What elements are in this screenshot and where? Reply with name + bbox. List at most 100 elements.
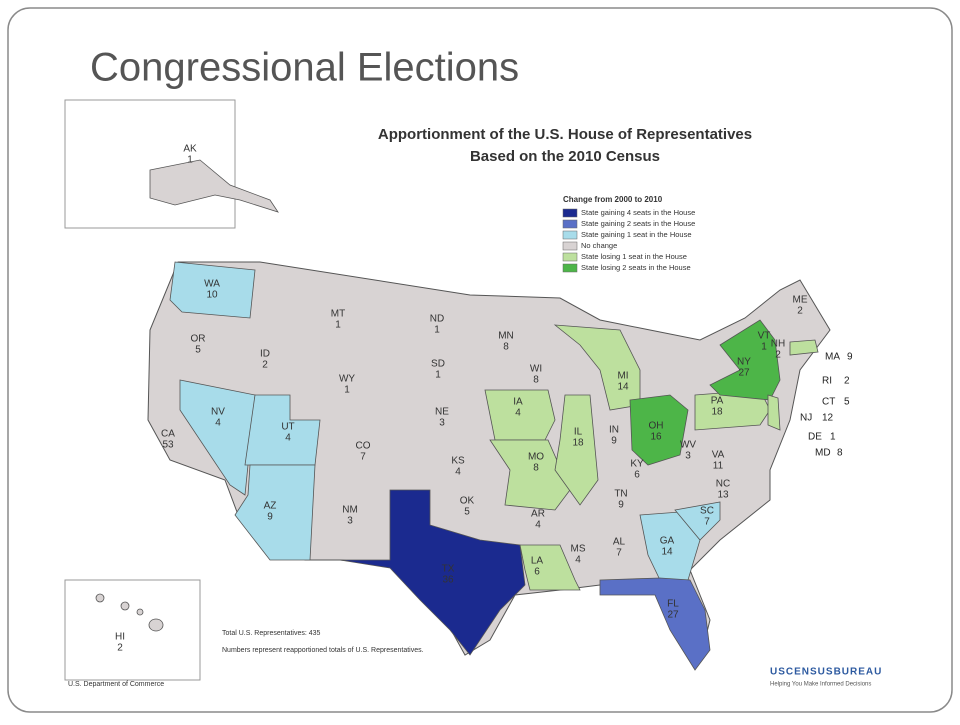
state-seats: 4 <box>575 555 581 566</box>
state-abbr: NM <box>342 505 358 516</box>
state-seats: 9 <box>267 512 273 523</box>
state-abbr: IA <box>513 397 523 408</box>
state-abbr: MS <box>571 544 586 555</box>
legend-title: Change from 2000 to 2010 <box>563 195 663 204</box>
state-seats: 14 <box>617 382 629 393</box>
state-seats: 1 <box>830 432 836 443</box>
state-seats: 2 <box>117 643 123 654</box>
state-shape <box>767 394 781 431</box>
state-abbr: MA <box>825 352 840 363</box>
state-abbr: VA <box>712 450 725 461</box>
state-seats: 3 <box>685 451 691 462</box>
slide-title: Congressional Elections <box>90 46 519 90</box>
state-abbr: MI <box>617 371 628 382</box>
state-seats: 5 <box>195 345 201 356</box>
department: U.S. Department of Commerce <box>68 681 164 688</box>
state-abbr: TX <box>442 564 455 575</box>
state-shape <box>519 544 581 591</box>
state-abbr: AK <box>183 144 197 155</box>
state-seats: 14 <box>661 547 673 558</box>
state-abbr: MD <box>815 448 831 459</box>
state-seats: 12 <box>822 413 834 424</box>
hawaii-shape <box>95 593 164 632</box>
state-abbr: HI <box>115 632 125 643</box>
state-seats: 1 <box>761 342 767 353</box>
state-seats: 11 <box>713 461 724 472</box>
state-seats: 9 <box>611 436 617 447</box>
state-seats: 4 <box>285 433 291 444</box>
map-subtitle: Based on the 2010 Census <box>470 148 660 165</box>
state-seats: 16 <box>650 432 662 443</box>
state-abbr: KS <box>451 456 465 467</box>
state-abbr: NC <box>716 479 730 490</box>
state-shape <box>554 394 599 506</box>
state-shape <box>629 394 689 466</box>
state-abbr: FL <box>667 599 679 610</box>
state-shape <box>244 394 321 466</box>
state-seats: 5 <box>464 507 470 518</box>
state-shape <box>169 261 256 319</box>
state-seats: 3 <box>347 516 353 527</box>
state-abbr: NJ <box>800 413 812 424</box>
state-seats: 10 <box>206 290 218 301</box>
state-abbr: MT <box>331 309 345 320</box>
state-seats: 2 <box>844 376 850 387</box>
state-abbr: IL <box>574 427 583 438</box>
state-abbr: CT <box>822 397 835 408</box>
state-seats: 4 <box>515 408 521 419</box>
alaska-inset <box>64 99 236 229</box>
state-seats: 1 <box>335 320 341 331</box>
state-seats: 6 <box>534 567 540 578</box>
state-abbr: CO <box>356 441 371 452</box>
hawaii-inset <box>64 579 201 681</box>
state-abbr: WV <box>680 440 696 451</box>
state-shape <box>789 339 819 356</box>
state-seats: 4 <box>215 418 221 429</box>
state-shape <box>339 489 526 656</box>
state-seats: 7 <box>616 548 622 559</box>
state-seats: 1 <box>435 370 441 381</box>
state-shape <box>179 379 256 496</box>
state-abbr: VT <box>758 331 771 342</box>
legend-label: State losing 1 seat in the House <box>581 252 687 261</box>
state-abbr: ND <box>430 314 444 325</box>
state-abbr: NE <box>435 407 449 418</box>
state-seats: 4 <box>455 467 461 478</box>
state-seats: 7 <box>360 452 366 463</box>
state-shape <box>484 389 556 441</box>
state-seats: 1 <box>434 325 440 336</box>
state-abbr: AR <box>531 509 545 520</box>
state-seats: 9 <box>847 352 853 363</box>
map-title: Apportionment of the U.S. House of Repre… <box>378 126 752 143</box>
state-seats: 3 <box>439 418 445 429</box>
state-seats: 1 <box>344 385 350 396</box>
state-shape <box>489 439 571 511</box>
state-abbr: SC <box>700 506 714 517</box>
legend-label: No change <box>581 241 617 250</box>
state-abbr: NV <box>211 407 225 418</box>
state-abbr: MO <box>528 452 544 463</box>
state-abbr: PA <box>711 396 724 407</box>
legend-label: State losing 2 seats in the House <box>581 263 691 272</box>
state-shape <box>599 577 711 671</box>
state-abbr: OR <box>191 334 206 345</box>
state-seats: 27 <box>667 610 679 621</box>
legend-label: State gaining 4 seats in the House <box>581 208 695 217</box>
legend-swatch <box>562 263 578 273</box>
state-seats: 8 <box>837 448 843 459</box>
alaska-shape <box>149 159 279 213</box>
state-abbr: OH <box>649 421 664 432</box>
state-seats: 18 <box>572 438 584 449</box>
state-seats: 1 <box>187 155 193 166</box>
state-seats: 53 <box>162 440 174 451</box>
state-abbr: ID <box>260 349 270 360</box>
legend-label: State gaining 2 seats in the House <box>581 219 695 228</box>
state-seats: 4 <box>535 520 541 531</box>
state-seats: 6 <box>634 470 640 481</box>
state-seats: 2 <box>262 360 268 371</box>
state-abbr: MN <box>498 331 514 342</box>
total-note: Total U.S. Representatives: 435 <box>222 630 321 637</box>
state-seats: 8 <box>503 342 509 353</box>
bureau: USCENSUSBUREAU <box>770 667 882 678</box>
